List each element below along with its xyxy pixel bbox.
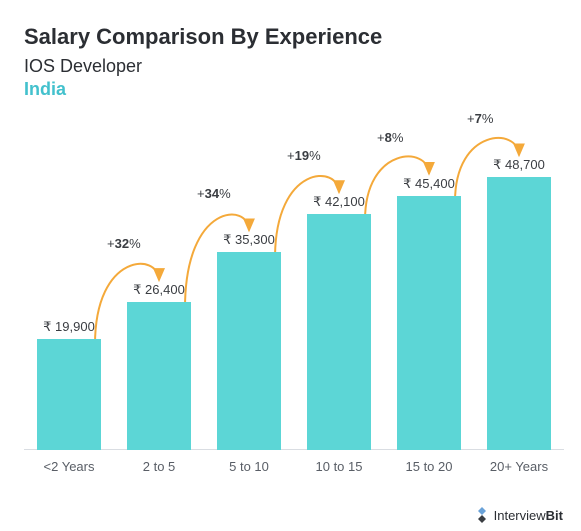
bar-category-label: 20+ Years xyxy=(474,459,564,474)
bar-category-label: 2 to 5 xyxy=(114,459,204,474)
bar-value-label: ₹ 35,300 xyxy=(204,232,294,248)
chart-subtitle: IOS Developer xyxy=(24,56,561,77)
bar-category-label: <2 Years xyxy=(24,459,114,474)
bar xyxy=(37,339,101,450)
bar xyxy=(127,302,191,450)
pct-increase-label: +8% xyxy=(377,130,403,145)
pct-increase-label: +19% xyxy=(287,148,321,163)
bar-value-label: ₹ 26,400 xyxy=(114,282,204,298)
brand-suffix: Bit xyxy=(546,508,563,523)
brand-logo-text: InterviewBit xyxy=(494,508,563,523)
chart-title: Salary Comparison By Experience xyxy=(24,24,561,50)
pct-increase-label: +32% xyxy=(107,236,141,251)
brand-logo: InterviewBit xyxy=(474,507,563,523)
bar-value-label: ₹ 19,900 xyxy=(24,319,114,335)
bar-value-label: ₹ 48,700 xyxy=(474,157,564,173)
bar xyxy=(397,196,461,450)
bar-value-label: ₹ 42,100 xyxy=(294,194,384,210)
chart-area: <2 Years ₹ 19,900 2 to 5 ₹ 26,400 5 to 10 ₹ 3… xyxy=(24,110,564,480)
brand-prefix: Interview xyxy=(494,508,546,523)
pct-increase-label: +34% xyxy=(197,186,231,201)
bar-category-label: 5 to 10 xyxy=(204,459,294,474)
bar-category-label: 10 to 15 xyxy=(294,459,384,474)
bar xyxy=(307,214,371,450)
chart-country: India xyxy=(24,79,561,100)
bar xyxy=(217,252,281,450)
bar-category-label: 15 to 20 xyxy=(384,459,474,474)
bar xyxy=(487,177,551,450)
chart-baseline xyxy=(24,449,564,450)
bar-value-label: ₹ 45,400 xyxy=(384,176,474,192)
pct-increase-label: +7% xyxy=(467,111,493,126)
brand-logo-mark xyxy=(474,507,490,523)
